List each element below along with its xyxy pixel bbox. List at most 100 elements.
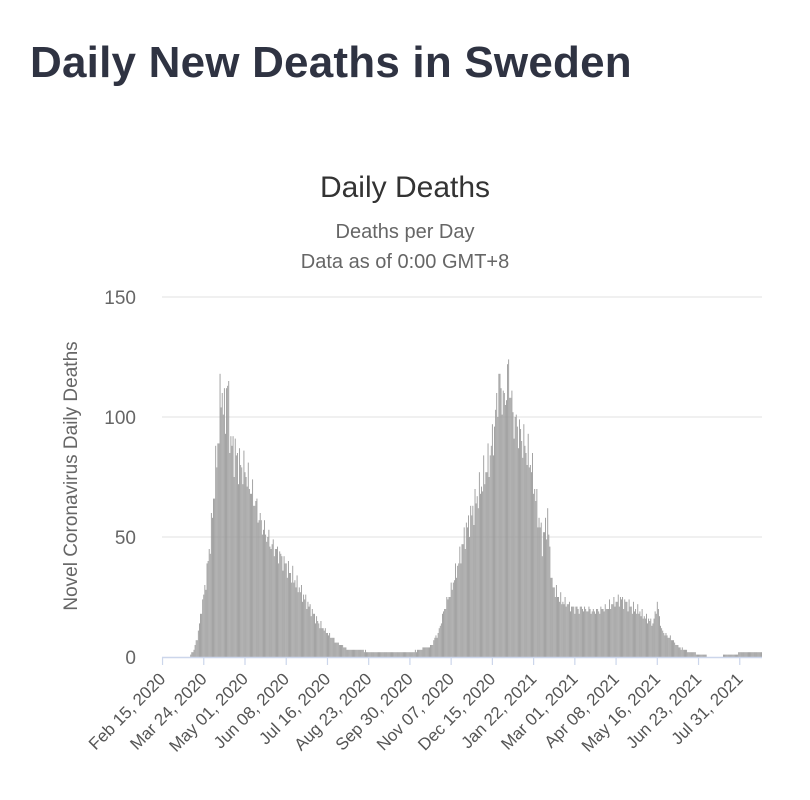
daily-death-bar (698, 654, 699, 657)
daily-death-bar (239, 448, 241, 657)
daily-death-bar (666, 635, 668, 657)
daily-death-bar (697, 654, 698, 657)
daily-death-bar (325, 633, 327, 657)
daily-death-bar (577, 609, 579, 657)
daily-death-bar (589, 609, 591, 657)
daily-death-bar (494, 426, 495, 657)
daily-death-bar (437, 633, 439, 657)
daily-death-bar (259, 513, 261, 657)
daily-death-bar (725, 654, 727, 657)
daily-death-bar (705, 654, 707, 657)
daily-death-bar (297, 592, 299, 657)
daily-death-bar (342, 645, 344, 657)
daily-death-bar (664, 635, 666, 657)
daily-death-bar (205, 589, 207, 657)
daily-death-bar (453, 580, 455, 657)
daily-death-bar (207, 561, 209, 657)
daily-death-bar (495, 409, 497, 657)
daily-death-bar (351, 649, 353, 657)
daily-death-bar (537, 527, 539, 657)
daily-death-bar (552, 587, 554, 657)
daily-death-bar (282, 570, 284, 657)
daily-death-bar (214, 498, 216, 657)
daily-death-bar (418, 649, 420, 657)
daily-death-bar (636, 613, 638, 657)
daily-death-bar (392, 652, 394, 657)
daily-death-bar (304, 599, 306, 657)
daily-death-bar (665, 633, 667, 657)
daily-death-bar (419, 649, 421, 657)
daily-death-bar (229, 453, 231, 657)
daily-death-bar (468, 515, 469, 657)
daily-death-bar (648, 618, 650, 657)
daily-death-bar (529, 465, 531, 657)
daily-death-bar (660, 625, 661, 657)
daily-death-bar (572, 606, 574, 657)
daily-death-bar (225, 433, 226, 657)
daily-death-bar (337, 642, 339, 657)
daily-death-bar (348, 649, 350, 657)
daily-death-bar (279, 551, 281, 657)
daily-death-bar (507, 364, 509, 657)
daily-death-bar (637, 604, 639, 657)
daily-death-bar (704, 654, 706, 657)
daily-death-bar (191, 652, 193, 657)
daily-death-bar (610, 609, 612, 657)
daily-death-bar (331, 637, 333, 657)
daily-death-bar (579, 606, 581, 657)
daily-death-bar (278, 563, 280, 657)
daily-death-bar (335, 642, 337, 657)
daily-death-bar (733, 654, 735, 657)
daily-death-bar (730, 654, 732, 657)
daily-death-bar (241, 467, 243, 657)
daily-death-bar (619, 597, 621, 657)
daily-death-bar (436, 637, 438, 657)
daily-death-bar (681, 647, 683, 657)
daily-death-bar (744, 652, 746, 657)
daily-death-bar (524, 445, 526, 657)
daily-death-bar (334, 642, 336, 657)
daily-death-bar (649, 621, 651, 657)
daily-death-bar (447, 599, 449, 657)
daily-death-bar (597, 609, 599, 657)
daily-death-bar (737, 654, 739, 657)
daily-death-bar (691, 652, 693, 657)
daily-death-bar (227, 385, 229, 657)
daily-death-bar (382, 652, 384, 657)
daily-death-bar (639, 611, 641, 657)
daily-death-bar (487, 443, 489, 657)
daily-death-bar (515, 414, 517, 657)
daily-death-bar (235, 455, 237, 657)
daily-death-bar (758, 652, 760, 657)
daily-death-bar (522, 457, 524, 657)
daily-death-bar (322, 628, 324, 657)
daily-death-bar (194, 645, 196, 657)
daily-death-bar (210, 513, 212, 657)
daily-death-bar (321, 628, 323, 657)
daily-death-bar (465, 522, 467, 657)
daily-death-bar (600, 606, 602, 657)
daily-death-bar (752, 652, 754, 657)
daily-death-bar (228, 381, 230, 657)
daily-death-bar (455, 563, 456, 657)
daily-death-bar (519, 419, 520, 657)
daily-death-bar (378, 652, 379, 657)
daily-death-bar (694, 652, 696, 657)
daily-death-bar (409, 652, 411, 657)
daily-death-bar (593, 611, 595, 657)
daily-death-bar (281, 556, 283, 657)
daily-death-bar (222, 414, 224, 657)
daily-death-bar (368, 652, 370, 657)
daily-death-bar (545, 517, 546, 657)
daily-death-bar (581, 609, 583, 657)
daily-death-bar (289, 573, 290, 657)
daily-death-bar (363, 652, 365, 657)
daily-death-bar (631, 613, 633, 657)
daily-death-bar (254, 505, 256, 657)
daily-death-bar (580, 606, 582, 657)
daily-death-bar (558, 597, 560, 657)
daily-death-bar (412, 652, 414, 657)
daily-death-bar (583, 611, 584, 657)
daily-death-bar (442, 613, 443, 657)
daily-death-bar (703, 654, 705, 657)
